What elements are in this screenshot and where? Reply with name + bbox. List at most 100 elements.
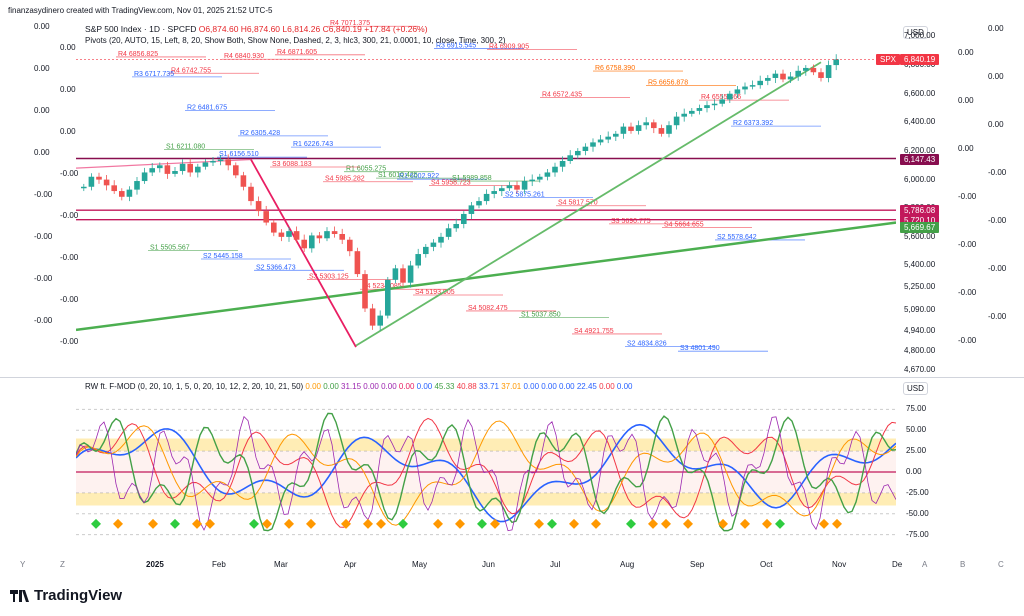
candle-body: [651, 122, 657, 129]
candle-body: [628, 126, 634, 131]
right-side-value: 0.00: [988, 120, 1004, 129]
candle-body: [195, 166, 201, 173]
right-side-value: 0.00: [958, 144, 974, 153]
candle-body: [742, 86, 748, 90]
signal-diamond: [740, 518, 750, 529]
bottom-toolbar-button[interactable]: Y: [20, 560, 26, 569]
signal-diamond: [683, 518, 693, 529]
candle-body: [727, 93, 733, 100]
price-axis-label: 4,800.00: [904, 346, 936, 356]
green-trendline: [76, 221, 896, 332]
signal-diamond: [477, 518, 487, 529]
indicator-value: 0.00: [614, 382, 633, 391]
price-axis-label: 5,090.00: [904, 304, 936, 314]
candle-body: [521, 181, 528, 190]
candle-body: [787, 76, 794, 80]
time-axis-label: Apr: [344, 560, 357, 569]
indicator-axis-label: -50.00: [906, 508, 929, 518]
pivot-level-label: S2 5366.473: [256, 264, 296, 271]
currency-button[interactable]: USD: [903, 26, 928, 39]
candle-body: [590, 142, 596, 147]
pivot-level-label: S4 5985.282: [325, 176, 365, 183]
pivot-level-label: S3 5690.775: [611, 218, 651, 225]
pivot-level-label: R1 6226.743: [293, 141, 333, 148]
candle-body: [803, 67, 809, 71]
left-side-value: -0.00: [34, 316, 53, 325]
pivot-level-label: R4 6909.905: [489, 43, 529, 50]
candle-body: [605, 136, 611, 140]
tradingview-logo-icon: [10, 590, 29, 603]
candle-body: [187, 163, 193, 173]
time-axis-label: Sep: [690, 560, 705, 569]
left-side-value: 0.00: [60, 43, 76, 52]
signal-diamond: [490, 518, 500, 529]
candle-body: [491, 191, 497, 194]
pivot-level-label: R4 6856.825: [118, 51, 158, 58]
time-axis-label: 2025: [146, 560, 164, 569]
pivot-level-label: R3 6915.545: [436, 43, 476, 50]
signal-diamond: [363, 518, 373, 529]
bottom-toolbar-button[interactable]: Z: [60, 560, 65, 569]
candle-body: [613, 133, 619, 137]
chart-title-row: S&P 500 Index · 1D · SPCFD O6,874.60 H6,…: [85, 24, 428, 34]
pivots-indicator-title[interactable]: Pivots (20, AUTO, 15, Left, 8, 20, Show …: [85, 36, 506, 45]
recovery-line: [355, 61, 822, 347]
bottom-toolbar-button[interactable]: B: [960, 560, 966, 569]
candle-body: [582, 146, 589, 151]
candle-body: [407, 265, 414, 283]
indicator-purple-line: [76, 415, 896, 532]
indicator-chart[interactable]: [76, 397, 896, 547]
pivot-level-label: S2 4834.826: [627, 340, 667, 347]
signal-diamond: [591, 518, 601, 529]
candle-body: [461, 213, 467, 224]
indicator-title[interactable]: RW ft. F-MOD (0, 20, 10, 1, 5, 0, 20, 10…: [85, 382, 304, 391]
indicator-axis-label: 25.00: [906, 446, 927, 456]
right-side-value: 0.00: [958, 48, 974, 57]
main-chart[interactable]: R4 6856.825 R4 6742.755 R4 6840.930 R4 6871…: [76, 20, 896, 375]
indicator-currency-button[interactable]: USD: [903, 382, 928, 395]
pivot-level-label: S4 5234.085: [362, 283, 402, 290]
candle-body: [453, 223, 459, 229]
signal-diamond: [626, 518, 636, 529]
indicator-value: 0.00: [321, 382, 339, 391]
indicator-value: 0.00: [396, 382, 415, 391]
price-axis-label: 7,000.00: [904, 31, 936, 41]
pivot-level-label: S3 5303.125: [309, 273, 349, 280]
candle-body: [749, 85, 756, 87]
candle-body: [681, 113, 687, 117]
candle-body: [559, 160, 566, 167]
price-tag: 6,147.43: [900, 153, 940, 165]
symbol-title[interactable]: S&P 500 Index · 1D · SPCFD: [85, 24, 197, 34]
indicator-value: 0.00: [361, 382, 379, 391]
time-axis-label: Aug: [620, 560, 635, 569]
ohlc-high: H6,874.60: [240, 24, 281, 34]
candle-body: [126, 189, 133, 197]
price-chart-svg[interactable]: R4 6856.825 R4 6742.755 R4 6840.930 R4 6871…: [76, 20, 896, 375]
bottom-toolbar-button[interactable]: C: [998, 560, 1004, 569]
candle-body: [567, 155, 573, 161]
header-author: finanzasydinero created with TradingView…: [8, 6, 273, 15]
pivot-level-label: S4 5817.570: [558, 200, 598, 207]
pivot-level-label: S3 6088.183: [272, 161, 312, 168]
candle-body: [696, 108, 703, 111]
candle-body: [263, 211, 269, 223]
pivot-level-label: R6 6758.390: [595, 65, 635, 72]
right-side-value: -0.00: [958, 336, 977, 345]
candle-body: [537, 176, 543, 180]
candle-body: [529, 179, 535, 182]
candle-body: [438, 236, 444, 243]
right-side-value: 0.00: [988, 24, 1004, 33]
pivot-level-label: R4 6871.605: [277, 49, 317, 56]
signal-diamond: [306, 518, 316, 529]
left-side-value: -0.00: [34, 274, 53, 283]
pivot-level-label: S1 5505.567: [150, 244, 190, 251]
signal-diamond: [648, 518, 658, 529]
ohlc-low: L6,814.26: [282, 24, 321, 34]
bottom-toolbar-button[interactable]: A: [922, 560, 928, 569]
pane-divider[interactable]: [0, 377, 1024, 378]
indicator-value: 0.00: [305, 382, 321, 391]
time-axis-label: De: [892, 560, 903, 569]
candle-body: [179, 163, 186, 172]
indicator-svg[interactable]: [76, 397, 896, 547]
pivot-level-label: S2 5875.261: [505, 191, 545, 198]
